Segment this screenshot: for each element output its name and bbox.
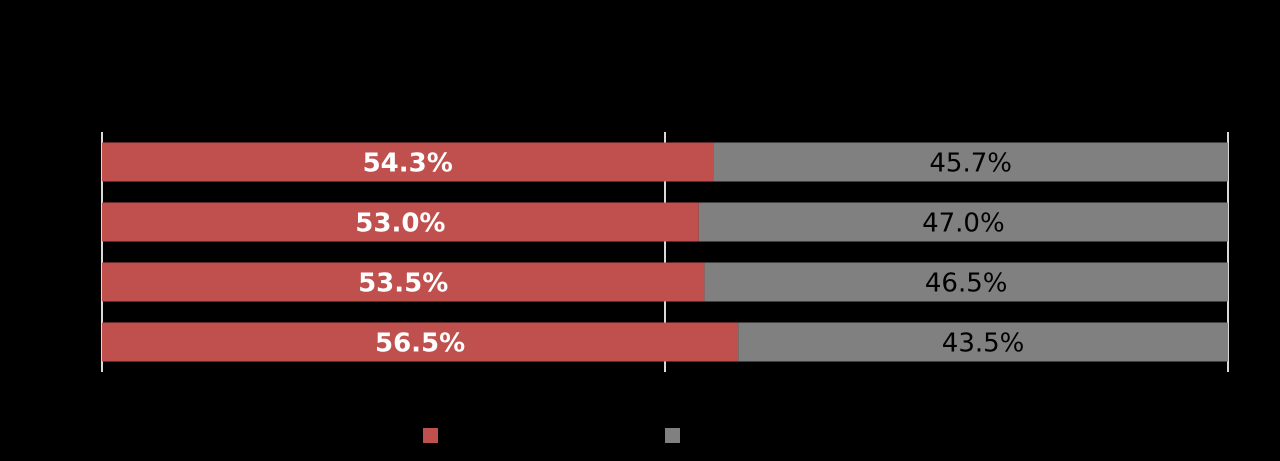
bar-segment — [738, 322, 1228, 362]
value-label: 56.5% — [375, 329, 465, 359]
value-label: 53.0% — [355, 209, 445, 239]
x-tick-label: 100 — [1213, 380, 1244, 399]
bar-segment — [698, 202, 1228, 242]
value-label: 43.5% — [942, 329, 1025, 359]
x-tick-label: 0 — [97, 380, 107, 399]
bar-segment — [102, 322, 739, 362]
bar-segment — [704, 262, 1228, 302]
value-label: 45.7% — [929, 149, 1012, 179]
value-label: 47.0% — [922, 209, 1005, 239]
bar-segment — [102, 142, 714, 182]
bar-segment — [102, 202, 699, 242]
value-label: 46.5% — [925, 269, 1008, 299]
value-label: 53.5% — [358, 269, 448, 299]
bar-segment — [713, 142, 1228, 182]
bar-segment — [102, 262, 705, 302]
x-tick-label: 50 — [655, 380, 675, 399]
value-label: 54.3% — [363, 149, 453, 179]
legend-swatch — [665, 428, 680, 443]
legend-swatch — [423, 428, 438, 443]
